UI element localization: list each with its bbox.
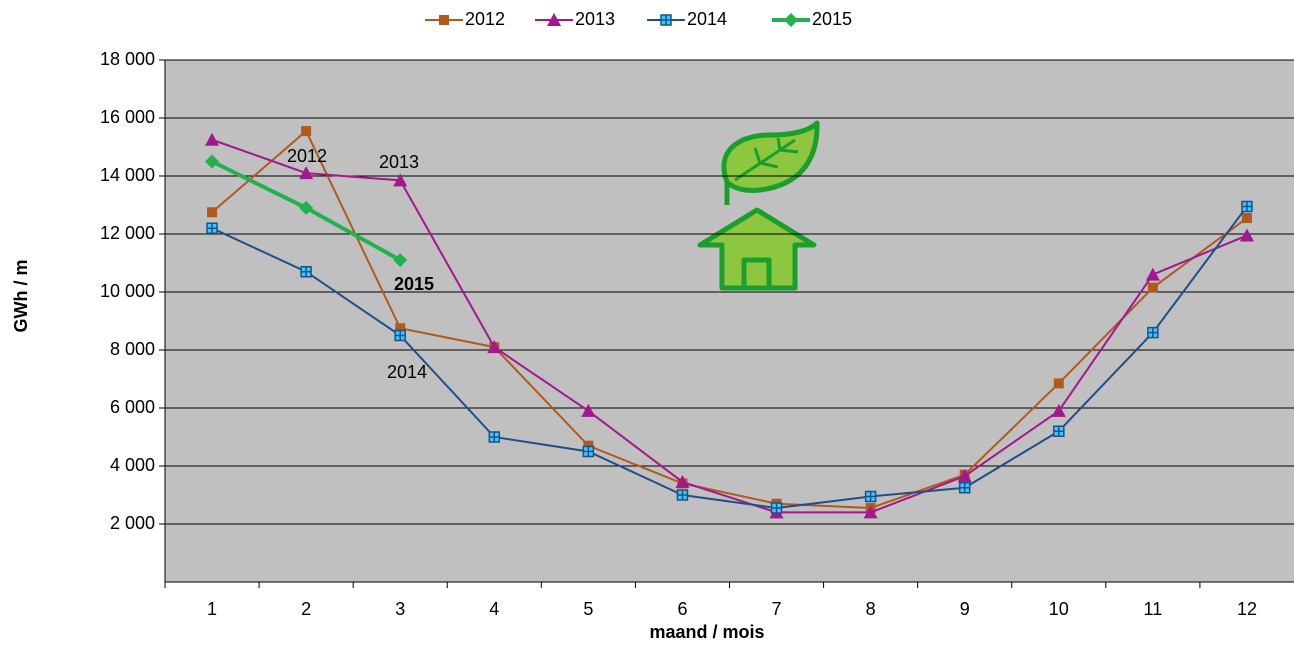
- marker: [205, 154, 220, 169]
- marker: [1053, 425, 1065, 437]
- marker: [676, 489, 689, 501]
- marker: [958, 482, 971, 494]
- x-tick-label: 1: [207, 599, 217, 619]
- marker: [206, 222, 218, 234]
- marker: [1147, 282, 1158, 293]
- series-line: [211, 129, 1248, 510]
- marker: [393, 173, 408, 187]
- marker: [300, 265, 312, 278]
- y-tick-label: 8 000: [110, 339, 155, 359]
- marker: [784, 13, 798, 27]
- marker-shape: [676, 489, 689, 501]
- y-axis-title: GWh / m: [11, 260, 31, 333]
- legend-label: 2012: [465, 9, 505, 29]
- marker-shape: [1241, 200, 1253, 213]
- annotation: 2013: [379, 152, 419, 172]
- marker: [581, 403, 596, 417]
- x-tick-label: 11: [1144, 599, 1163, 619]
- marker: [439, 15, 449, 25]
- x-tick-label: 10: [1049, 599, 1069, 619]
- y-tick-label: 14 000: [100, 165, 155, 185]
- marker: [675, 474, 690, 488]
- y-tick-label: 12 000: [100, 223, 155, 243]
- marker: [1145, 267, 1160, 281]
- marker-shape: [394, 329, 406, 342]
- marker-shape: [488, 431, 501, 443]
- marker: [1241, 213, 1252, 224]
- x-tick-label: 5: [583, 599, 593, 619]
- y-tick-label: 16 000: [100, 107, 155, 127]
- marker-shape: [582, 445, 595, 458]
- marker: [957, 469, 972, 483]
- y-tick-label: 18 000: [100, 49, 155, 69]
- marker: [547, 13, 561, 26]
- marker: [1051, 403, 1066, 417]
- series-line: [211, 205, 1248, 510]
- annotation: 2014: [387, 362, 427, 382]
- marker: [582, 445, 595, 458]
- y-tick-label: 4 000: [110, 455, 155, 475]
- marker: [207, 207, 218, 218]
- marker: [770, 502, 783, 514]
- marker: [1241, 200, 1253, 213]
- marker: [299, 200, 314, 215]
- y-tick-label: 2 000: [110, 513, 155, 533]
- legend-label: 2013: [575, 9, 615, 29]
- x-tick-label: 9: [960, 599, 970, 619]
- series-line: [211, 138, 1248, 514]
- y-tick-label: 10 000: [100, 281, 155, 301]
- x-axis-title: maand / mois: [649, 622, 764, 642]
- marker: [393, 253, 408, 268]
- marker-shape: [1053, 425, 1065, 437]
- marker: [863, 505, 878, 519]
- y-tick-label: 6 000: [110, 397, 155, 417]
- annotation: 2012: [287, 146, 327, 166]
- marker: [205, 132, 220, 146]
- marker: [583, 440, 594, 451]
- x-tick-label: 7: [772, 599, 782, 619]
- annotation: 2015: [394, 274, 434, 294]
- x-tick-label: 8: [866, 599, 876, 619]
- marker: [1053, 378, 1064, 389]
- x-tick-label: 3: [395, 599, 405, 619]
- house-icon: [697, 120, 820, 291]
- marker-shape: [770, 502, 783, 514]
- marker: [487, 340, 502, 354]
- x-tick-label: 6: [677, 599, 687, 619]
- marker-shape: [206, 222, 218, 234]
- marker: [660, 14, 672, 26]
- marker-shape: [300, 265, 312, 278]
- marker: [395, 323, 406, 334]
- legend-label: 2014: [687, 9, 727, 29]
- marker-shape: [660, 14, 672, 26]
- marker-shape: [1147, 326, 1159, 339]
- marker-shape: [864, 490, 877, 503]
- marker: [1147, 326, 1159, 339]
- plot-area: [165, 60, 1294, 582]
- x-tick-label: 2: [301, 599, 311, 619]
- marker: [299, 166, 314, 180]
- legend-label: 2015: [812, 9, 852, 29]
- marker: [864, 490, 877, 503]
- marker: [1239, 228, 1254, 242]
- marker: [488, 431, 501, 443]
- x-tick-label: 12: [1237, 599, 1257, 619]
- x-tick-label: 4: [489, 599, 499, 619]
- marker: [394, 329, 406, 342]
- marker: [301, 126, 312, 137]
- marker-shape: [958, 482, 971, 494]
